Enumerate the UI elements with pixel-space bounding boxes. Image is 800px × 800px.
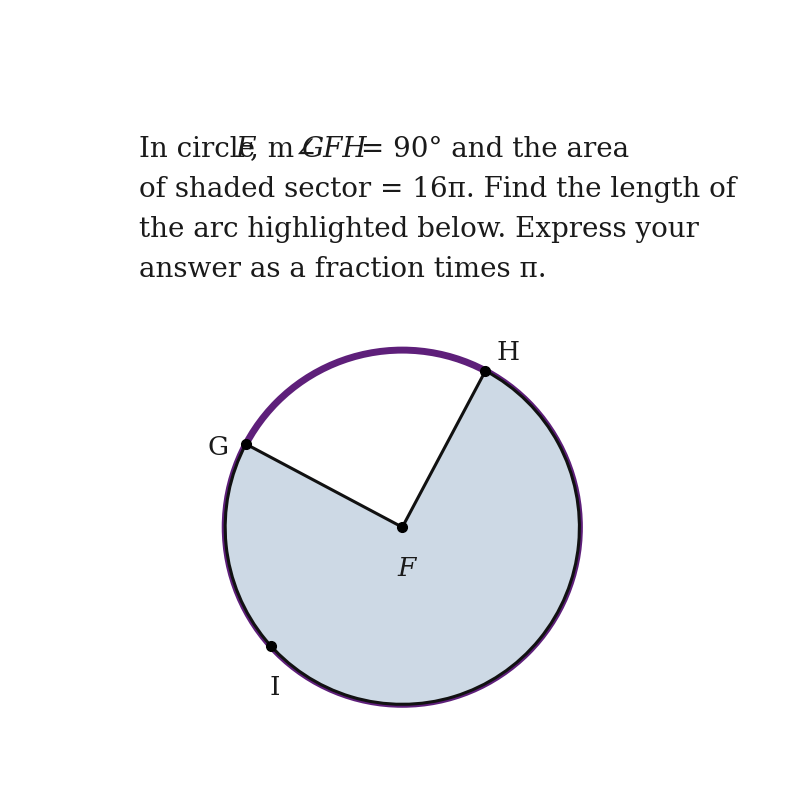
Text: , m∠: , m∠ xyxy=(250,136,318,163)
Text: GFH: GFH xyxy=(302,136,367,163)
Wedge shape xyxy=(226,371,579,704)
Text: F: F xyxy=(397,557,415,582)
Text: answer as a fraction times π.: answer as a fraction times π. xyxy=(139,256,546,283)
Text: the arc highlighted below. Express your: the arc highlighted below. Express your xyxy=(139,216,699,243)
Text: = 90° and the area: = 90° and the area xyxy=(352,136,630,163)
Text: of shaded sector = 16π. Find the length of: of shaded sector = 16π. Find the length … xyxy=(139,176,736,203)
Text: I: I xyxy=(270,675,280,700)
Text: H: H xyxy=(496,340,519,365)
Text: In circle: In circle xyxy=(139,136,264,163)
Text: G: G xyxy=(208,434,229,460)
Text: F: F xyxy=(235,136,254,163)
